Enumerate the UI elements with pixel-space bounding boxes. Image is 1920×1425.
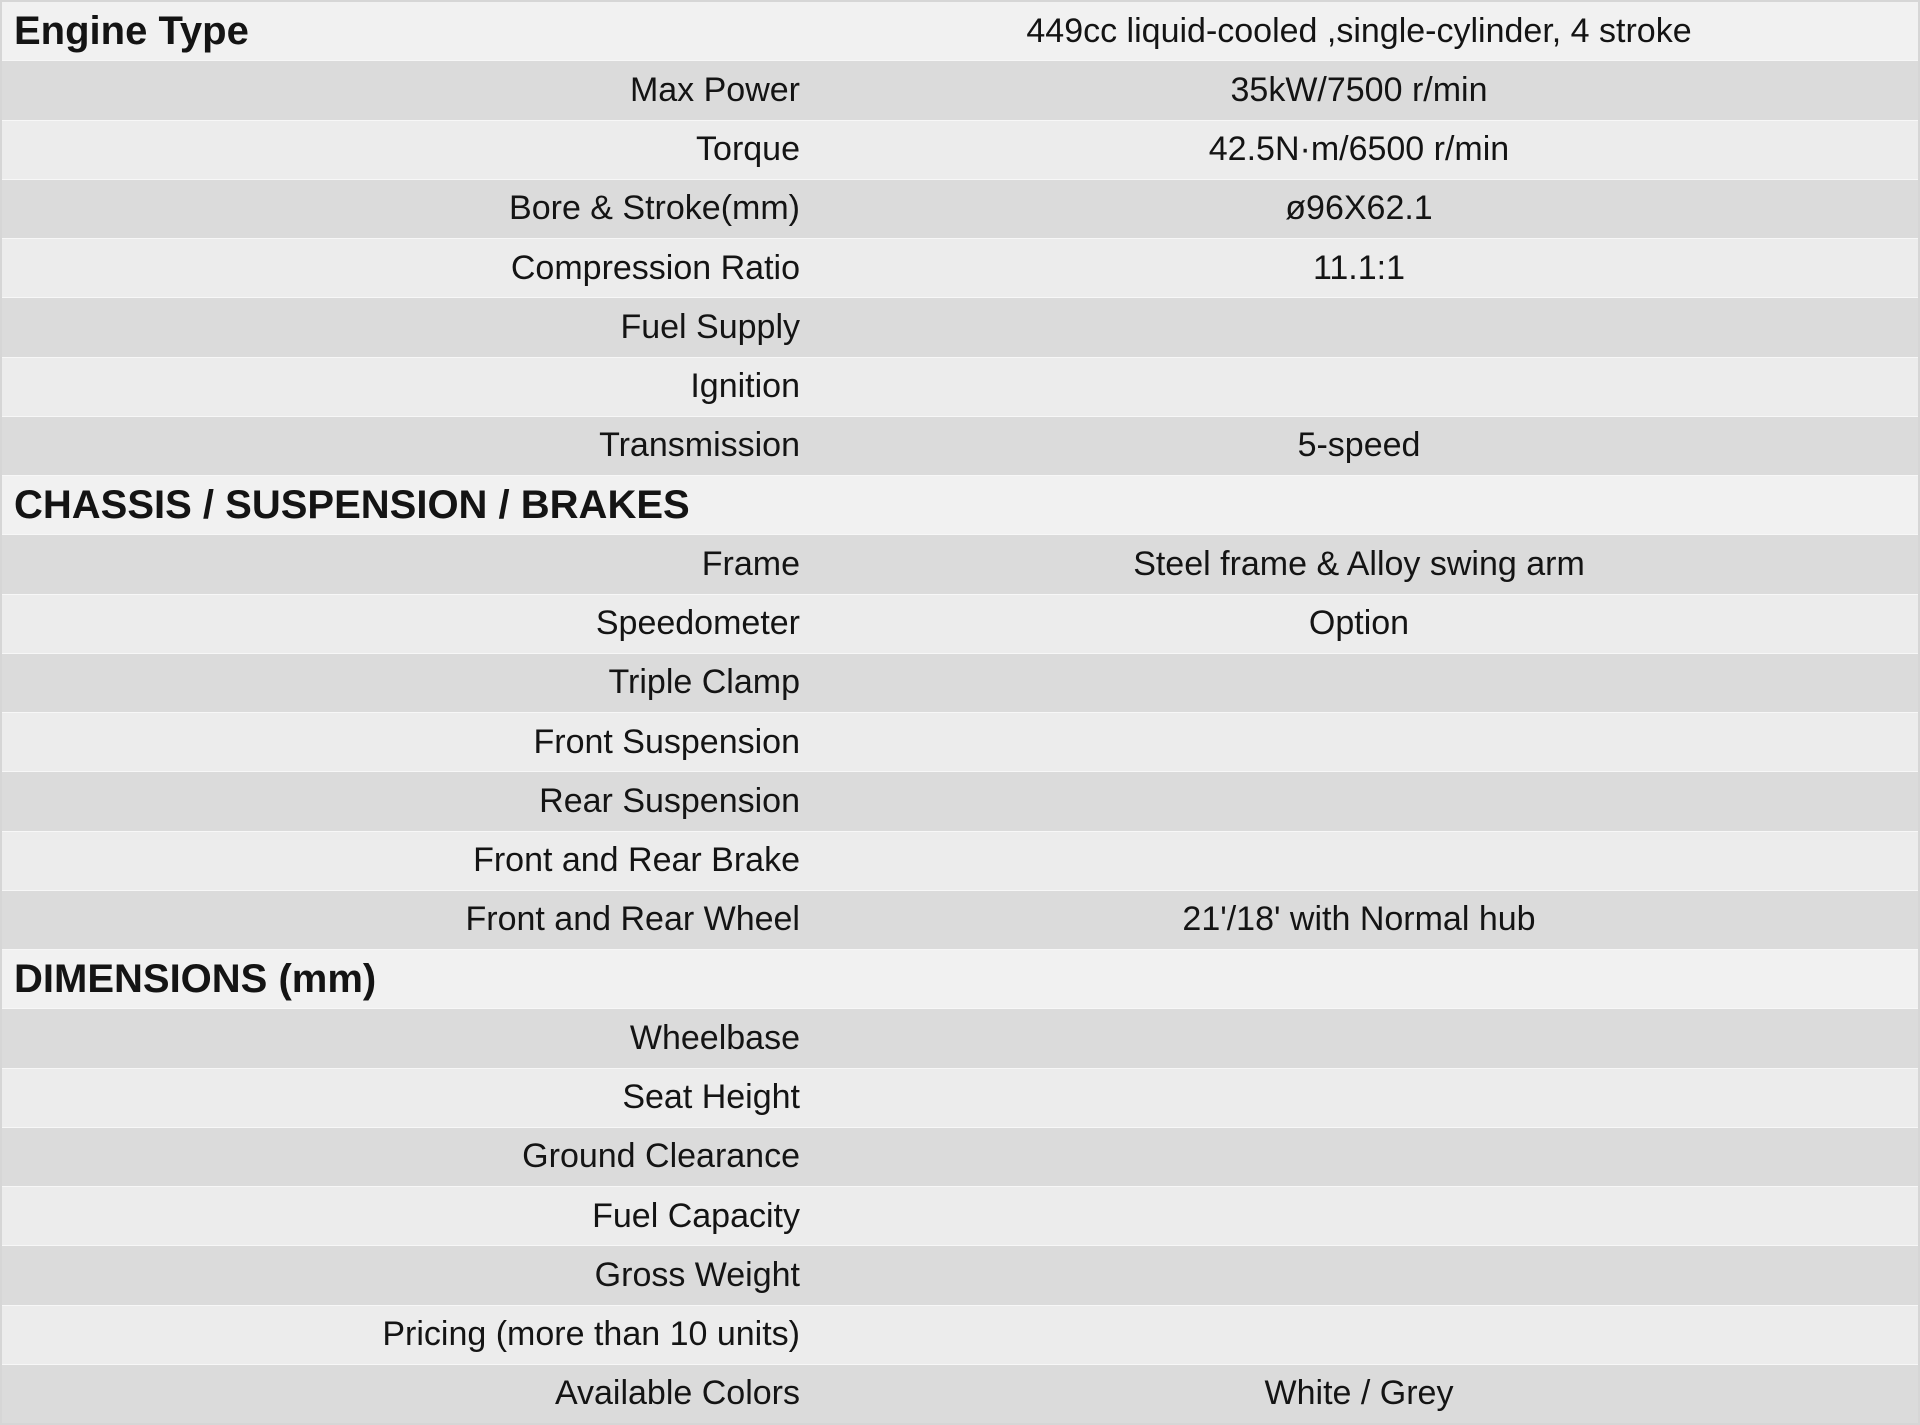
spec-label-rear-suspension: Rear Suspension (539, 781, 800, 820)
row-engine-type: Engine Type 449cc liquid-cooled ,single-… (2, 2, 1918, 61)
row-ignition: Ignition (2, 356, 1918, 416)
section-header-chassis: CHASSIS / SUSPENSION / BRAKES (14, 482, 690, 527)
spec-label-frame: Frame (701, 544, 800, 583)
row-compression-ratio: Compression Ratio 11.1:1 (2, 238, 1918, 298)
row-front-rear-brake: Front and Rear Brake (2, 830, 1918, 890)
spec-label-pricing: Pricing (more than 10 units) (382, 1315, 800, 1354)
spec-label-compression-ratio: Compression Ratio (510, 248, 800, 287)
spec-label-available-colors: Available Colors (554, 1374, 800, 1413)
row-front-rear-wheel: Front and Rear Wheel 21'/18' with Normal… (2, 889, 1918, 949)
spec-value-frame: Steel frame & Alloy swing arm (1133, 544, 1585, 583)
row-bore-stroke: Bore & Stroke(mm) ø96X62.1 (2, 178, 1918, 238)
spec-label-wheelbase: Wheelbase (629, 1018, 800, 1057)
row-triple-clamp: Triple Clamp (2, 652, 1918, 712)
row-max-power: Max Power 35kW/7500 r/min (2, 60, 1918, 120)
spec-label-max-power: Max Power (629, 70, 800, 109)
section-header-dimensions: DIMENSIONS (mm) (14, 956, 377, 1001)
spec-value-max-power: 35kW/7500 r/min (1230, 70, 1488, 109)
row-available-colors: Available Colors White / Grey (2, 1363, 1918, 1423)
spec-label-fuel-supply: Fuel Supply (620, 307, 800, 346)
row-chassis-header: CHASSIS / SUSPENSION / BRAKES (2, 475, 1918, 535)
section-header-engine: Engine Type (14, 8, 249, 53)
row-frame: Frame Steel frame & Alloy swing arm (2, 534, 1918, 594)
spec-label-bore-stroke: Bore & Stroke(mm) (509, 189, 800, 228)
row-seat-height: Seat Height (2, 1067, 1918, 1127)
row-gross-weight: Gross Weight (2, 1245, 1918, 1305)
spec-value-compression-ratio: 11.1:1 (1312, 248, 1405, 287)
row-fuel-supply: Fuel Supply (2, 297, 1918, 357)
row-torque: Torque 42.5N·m/6500 r/min (2, 119, 1918, 179)
row-pricing: Pricing (more than 10 units) (2, 1304, 1918, 1364)
row-front-suspension: Front Suspension (2, 712, 1918, 772)
spec-value-speedometer: Option (1308, 604, 1410, 643)
spec-label-speedometer: Speedometer (595, 604, 800, 643)
row-rear-suspension: Rear Suspension (2, 771, 1918, 831)
row-speedometer: Speedometer Option (2, 593, 1918, 653)
spec-value-transmission: 5-speed (1297, 426, 1421, 465)
spec-value-torque: 42.5N·m/6500 r/min (1208, 130, 1510, 169)
spec-label-front-rear-brake: Front and Rear Brake (473, 841, 800, 880)
spec-label-front-rear-wheel: Front and Rear Wheel (465, 900, 801, 939)
spec-value-bore-stroke: ø96X62.1 (1285, 189, 1433, 228)
row-transmission: Transmission 5-speed (2, 415, 1918, 475)
row-dimensions-header: DIMENSIONS (mm) (2, 949, 1918, 1009)
spec-label-transmission: Transmission (599, 426, 800, 465)
spec-value-available-colors: White / Grey (1264, 1374, 1454, 1413)
row-ground-clearance: Ground Clearance (2, 1126, 1918, 1186)
spec-label-triple-clamp: Triple Clamp (608, 663, 800, 702)
spec-label-seat-height: Seat Height (622, 1078, 800, 1117)
spec-label-fuel-capacity: Fuel Capacity (592, 1196, 800, 1235)
row-fuel-capacity: Fuel Capacity (2, 1186, 1918, 1246)
spec-value-engine-type: 449cc liquid-cooled ,single-cylinder, 4 … (1026, 11, 1692, 50)
spec-label-gross-weight: Gross Weight (594, 1255, 800, 1294)
spec-label-torque: Torque (696, 130, 800, 169)
spec-label-front-suspension: Front Suspension (533, 722, 801, 761)
spec-label-ignition: Ignition (690, 367, 800, 406)
row-wheelbase: Wheelbase (2, 1008, 1918, 1068)
spec-value-front-rear-wheel: 21'/18' with Normal hub (1182, 900, 1536, 939)
spec-label-ground-clearance: Ground Clearance (522, 1137, 800, 1176)
